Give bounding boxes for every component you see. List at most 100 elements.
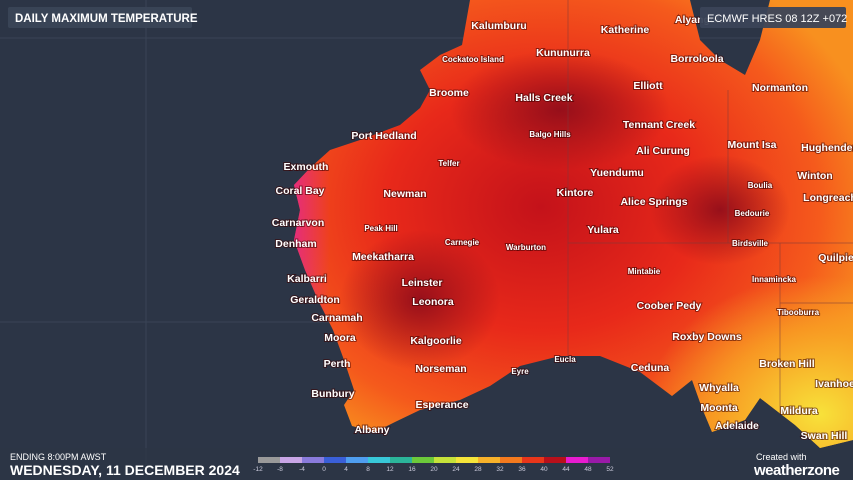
- place-label: Borroloola: [670, 53, 723, 65]
- place-label: Kalumburu: [471, 20, 526, 32]
- place-label: Mintabie: [628, 267, 661, 276]
- legend-swatch: [258, 457, 280, 463]
- place-label: Carnarvon: [272, 217, 325, 229]
- legend-swatch: [478, 457, 500, 463]
- place-label: Katherine: [601, 24, 650, 36]
- place-label: Telfer: [438, 159, 459, 168]
- place-label: Carnamah: [311, 312, 362, 324]
- place-label: Exmouth: [284, 161, 329, 173]
- place-label: Leonora: [412, 296, 454, 308]
- legend-swatch: [280, 457, 302, 463]
- place-label: Carnegie: [445, 238, 480, 247]
- legend-swatch: [588, 457, 610, 463]
- legend-swatch: [434, 457, 456, 463]
- place-label: Hughenden: [801, 142, 853, 154]
- place-label: Tibooburra: [777, 308, 820, 317]
- model-box: [700, 7, 846, 28]
- place-label: Roxby Downs: [672, 331, 742, 343]
- place-label: Cockatoo Island: [442, 55, 504, 64]
- date-label: WEDNESDAY, 11 DECEMBER 2024: [10, 462, 240, 478]
- legend-swatch: [346, 457, 368, 463]
- place-label: Broome: [429, 87, 469, 99]
- place-label: Kalbarri: [287, 273, 327, 285]
- legend-swatch: [544, 457, 566, 463]
- brand-logo: weatherzone: [753, 462, 840, 479]
- legend-tick-label: 4: [344, 466, 348, 473]
- place-label: Coral Bay: [275, 185, 324, 197]
- place-label: Kununurra: [536, 47, 590, 59]
- place-label: Winton: [797, 170, 832, 182]
- place-label: Ceduna: [631, 362, 670, 374]
- legend-swatch: [390, 457, 412, 463]
- place-label: Longreach: [803, 192, 853, 204]
- place-label: Bunbury: [311, 388, 354, 400]
- place-label: Ivanhoe: [815, 378, 853, 390]
- legend-swatch: [368, 457, 390, 463]
- legend-swatch: [522, 457, 544, 463]
- legend: -12 -8 -4 0 4 8 12 16 20 24 28 32 36 40 44 48 52: [253, 457, 614, 473]
- created-label: Created with: [756, 452, 807, 462]
- place-label: Esperance: [415, 399, 468, 411]
- place-label: Geraldton: [290, 294, 340, 306]
- legend-tick-label: 48: [584, 466, 592, 473]
- legend-tick-label: 28: [474, 466, 482, 473]
- place-label: Alice Springs: [620, 196, 687, 208]
- place-label: Eucla: [554, 355, 576, 364]
- place-label: Broken Hill: [759, 358, 815, 370]
- legend-tick-label: 8: [366, 466, 370, 473]
- title-box: [8, 7, 192, 28]
- place-label: Newman: [383, 188, 426, 200]
- place-label: Moora: [324, 332, 356, 344]
- place-label: Elliott: [633, 80, 663, 92]
- place-label: Tennant Creek: [623, 119, 695, 131]
- legend-swatch: [456, 457, 478, 463]
- place-label: Innamincka: [752, 275, 797, 284]
- place-label: Yuendumu: [590, 167, 644, 179]
- legend-swatch: [302, 457, 324, 463]
- place-label: Coober Pedy: [637, 300, 702, 312]
- place-label: Peak Hill: [364, 224, 397, 233]
- place-label: Balgo Hills: [529, 130, 571, 139]
- legend-tick-label: 0: [322, 466, 326, 473]
- place-label: Halls Creek: [515, 92, 572, 104]
- place-label: Swan Hill: [801, 430, 848, 442]
- legend-tick-label: 40: [540, 466, 548, 473]
- legend-tick-label: 16: [408, 466, 416, 473]
- place-label: Moonta: [700, 402, 737, 414]
- place-label: Mount Isa: [728, 139, 777, 151]
- legend-tick-label: 12: [386, 466, 394, 473]
- legend-swatch: [500, 457, 522, 463]
- ending-label: ENDING 8:00PM AWST: [10, 452, 107, 462]
- legend-swatch: [412, 457, 434, 463]
- place-label: Norseman: [415, 363, 466, 375]
- place-label: Quilpie: [818, 252, 853, 264]
- legend-tick-label: 36: [518, 466, 526, 473]
- place-label: Meekatharra: [352, 251, 414, 263]
- place-label: Denham: [275, 238, 316, 250]
- legend-tick-label: 32: [496, 466, 504, 473]
- place-label: Birdsville: [732, 239, 769, 248]
- place-label: Boulia: [748, 181, 773, 190]
- place-label: Kintore: [557, 187, 594, 199]
- place-label: Bedourie: [735, 209, 770, 218]
- place-label: Whyalla: [699, 382, 739, 394]
- place-label: Leinster: [402, 277, 443, 289]
- legend-tick-label: 24: [452, 466, 460, 473]
- legend-tick-label: -4: [299, 466, 305, 473]
- legend-tick-label: -8: [277, 466, 283, 473]
- place-label: Ali Curung: [636, 145, 690, 157]
- place-label: Kalgoorlie: [410, 335, 462, 347]
- legend-tick-label: 20: [430, 466, 438, 473]
- legend-tick-label: -12: [253, 466, 263, 473]
- model-label: ECMWF HRES 08 12Z +072: [707, 13, 847, 25]
- place-label: Yulara: [587, 224, 619, 236]
- legend-tick-label: 44: [562, 466, 570, 473]
- legend-swatch: [566, 457, 588, 463]
- place-label: Eyre: [511, 367, 529, 376]
- legend-swatch: [324, 457, 346, 463]
- place-label: Warburton: [506, 243, 546, 252]
- legend-tick-label: 52: [606, 466, 614, 473]
- map-title: DAILY MAXIMUM TEMPERATURE: [15, 13, 198, 25]
